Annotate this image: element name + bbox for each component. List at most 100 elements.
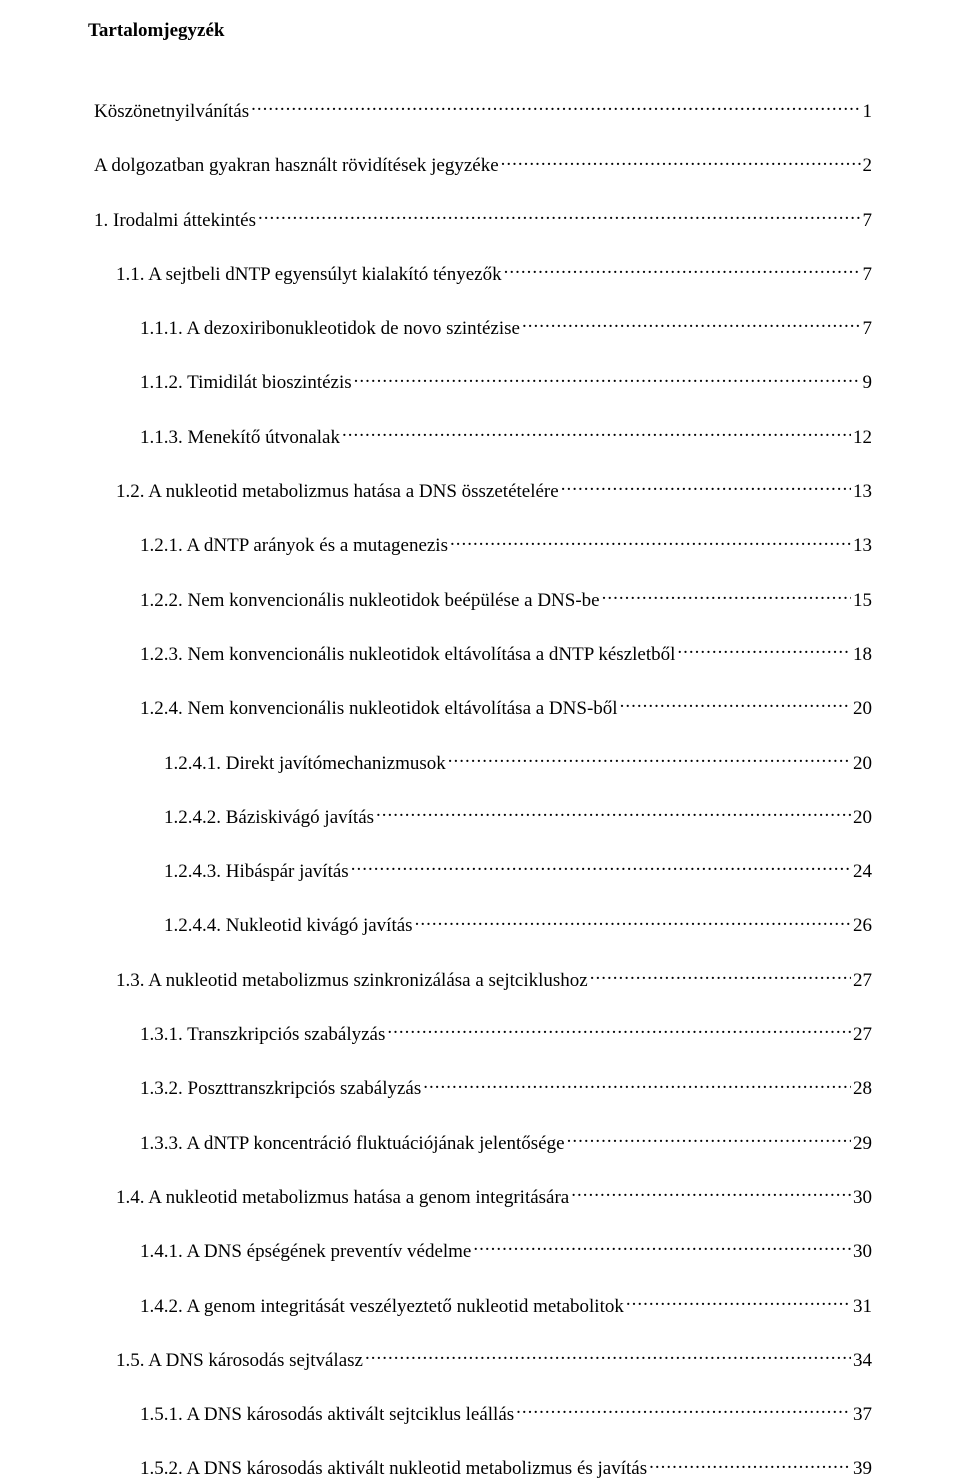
toc-leader-dots — [567, 1130, 851, 1149]
toc-entry-page: 2 — [863, 155, 873, 178]
toc-leader-dots — [571, 1184, 851, 1203]
toc-entry-page: 20 — [853, 753, 872, 776]
toc-leader-dots — [602, 587, 851, 606]
toc-leader-dots — [450, 532, 851, 551]
toc-leader-dots — [522, 315, 861, 334]
toc-entry-page: 13 — [853, 535, 872, 558]
toc-entry: 1.2.4.1. Direkt javítómechanizmusok 20 — [88, 750, 872, 776]
toc-entry: 1.2.4.4. Nukleotid kivágó javítás 26 — [88, 912, 872, 938]
toc-leader-dots — [620, 695, 851, 714]
toc-leader-dots — [677, 641, 851, 660]
toc-entry: 1.2. A nukleotid metabolizmus hatása a D… — [88, 478, 872, 504]
toc-entry-label: A dolgozatban gyakran használt rövidítés… — [94, 155, 499, 178]
toc-entry-label: 1.2.4.3. Hibáspár javítás — [164, 861, 349, 884]
toc-leader-dots — [387, 1021, 851, 1040]
toc-entry: 1.1.2. Timidilát bioszintézis 9 — [88, 369, 872, 395]
toc-leader-dots — [561, 478, 851, 497]
toc-entry-page: 31 — [853, 1296, 872, 1319]
toc-entry-label: 1.2.2. Nem konvencionális nukleotidok be… — [140, 590, 600, 613]
toc-entry-label: 1. Irodalmi áttekintés — [94, 210, 256, 233]
toc-entry: 1.3.2. Poszttranszkripciós szabályzás 28 — [88, 1075, 872, 1101]
toc-entry-label: 1.1.1. A dezoxiribonukleotidok de novo s… — [140, 318, 520, 341]
toc-entry-label: 1.2. A nukleotid metabolizmus hatása a D… — [116, 481, 559, 504]
toc-entry-label: 1.5. A DNS károsodás sejtválasz — [116, 1350, 363, 1373]
toc-entry-page: 30 — [853, 1187, 872, 1210]
toc-entry-page: 7 — [863, 210, 873, 233]
toc-entry: 1.2.4. Nem konvencionális nukleotidok el… — [88, 695, 872, 721]
toc-leader-dots — [649, 1455, 851, 1474]
toc-entry-page: 18 — [853, 644, 872, 667]
toc-entry: 1.1. A sejtbeli dNTP egyensúlyt kialakít… — [88, 261, 872, 287]
toc-entry-label: 1.5.1. A DNS károsodás aktivált sejtcikl… — [140, 1404, 514, 1427]
toc-entry: 1.1.1. A dezoxiribonukleotidok de novo s… — [88, 315, 872, 341]
toc-entry-label: 1.2.4.2. Báziskivágó javítás — [164, 807, 374, 830]
toc-entry-label: 1.3.3. A dNTP koncentráció fluktuációján… — [140, 1133, 565, 1156]
toc-entry: 1.2.2. Nem konvencionális nukleotidok be… — [88, 587, 872, 613]
toc-entry: 1. Irodalmi áttekintés 7 — [88, 207, 872, 233]
toc-leader-dots — [376, 804, 851, 823]
toc-entry: 1.4.2. A genom integritását veszélyeztet… — [88, 1293, 872, 1319]
toc-entry-page: 13 — [853, 481, 872, 504]
toc-entry-page: 27 — [853, 970, 872, 993]
toc-leader-dots — [354, 369, 861, 388]
toc-leader-dots — [626, 1293, 851, 1312]
toc-entry: 1.4. A nukleotid metabolizmus hatása a g… — [88, 1184, 872, 1210]
toc-entry-label: 1.2.1. A dNTP arányok és a mutagenezis — [140, 535, 448, 558]
toc-leader-dots — [258, 207, 861, 226]
toc-leader-dots — [448, 750, 851, 769]
toc-entry: A dolgozatban gyakran használt rövidítés… — [88, 152, 872, 178]
toc-title: Tartalomjegyzék — [88, 20, 872, 42]
toc-entry-label: 1.2.4.4. Nukleotid kivágó javítás — [164, 915, 413, 938]
toc-entry-label: 1.3.1. Transzkripciós szabályzás — [140, 1024, 385, 1047]
toc-entry: 1.2.4.2. Báziskivágó javítás 20 — [88, 804, 872, 830]
toc-leader-dots — [590, 967, 851, 986]
toc-entry-page: 34 — [853, 1350, 872, 1373]
toc-entry-page: 15 — [853, 590, 872, 613]
toc-entry-label: 1.2.3. Nem konvencionális nukleotidok el… — [140, 644, 675, 667]
toc-leader-dots — [423, 1075, 851, 1094]
document-page: Tartalomjegyzék Köszönetnyilvánítás 1 A d… — [0, 0, 960, 1470]
toc-entry-label: 1.2.4. Nem konvencionális nukleotidok el… — [140, 698, 618, 721]
toc-entry: 1.2.1. A dNTP arányok és a mutagenezis 1… — [88, 532, 872, 558]
toc-entry: Köszönetnyilvánítás 1 — [88, 98, 872, 124]
toc-entry-label: 1.1.2. Timidilát bioszintézis — [140, 372, 352, 395]
toc-entry: 1.1.3. Menekítő útvonalak 12 — [88, 424, 872, 450]
toc-leader-dots — [516, 1401, 851, 1420]
toc-entry-page: 20 — [853, 698, 872, 721]
toc-entry-page: 24 — [853, 861, 872, 884]
toc-entry-page: 7 — [863, 318, 873, 341]
toc-leader-dots — [501, 152, 861, 171]
toc-leader-dots — [365, 1347, 851, 1366]
toc-entry-label: Köszönetnyilvánítás — [94, 101, 249, 124]
toc-entry: 1.5. A DNS károsodás sejtválasz 34 — [88, 1347, 872, 1373]
toc-entry-label: 1.4.1. A DNS épségének preventív védelme — [140, 1241, 471, 1264]
toc-list: Köszönetnyilvánítás 1 A dolgozatban gyakr… — [88, 98, 872, 1481]
toc-leader-dots — [415, 912, 851, 931]
toc-entry-page: 29 — [853, 1133, 872, 1156]
toc-entry-label: 1.1.3. Menekítő útvonalak — [140, 427, 340, 450]
toc-entry-label: 1.3.2. Poszttranszkripciós szabályzás — [140, 1078, 421, 1101]
toc-leader-dots — [251, 98, 860, 117]
toc-entry: 1.4.1. A DNS épségének preventív védelme… — [88, 1238, 872, 1264]
toc-entry: 1.5.1. A DNS károsodás aktivált sejtcikl… — [88, 1401, 872, 1427]
toc-entry-page: 1 — [863, 101, 873, 124]
toc-entry-label: 1.4. A nukleotid metabolizmus hatása a g… — [116, 1187, 569, 1210]
toc-entry-page: 30 — [853, 1241, 872, 1264]
toc-leader-dots — [351, 858, 851, 877]
toc-entry: 1.3.3. A dNTP koncentráció fluktuációján… — [88, 1130, 872, 1156]
toc-entry-page: 12 — [853, 427, 872, 450]
toc-entry: 1.3.1. Transzkripciós szabályzás 27 — [88, 1021, 872, 1047]
toc-entry-page: 9 — [863, 372, 873, 395]
toc-entry-page: 7 — [863, 264, 873, 287]
toc-leader-dots — [342, 424, 851, 443]
toc-entry: 1.5.2. A DNS károsodás aktivált nukleoti… — [88, 1455, 872, 1481]
toc-entry-page: 37 — [853, 1404, 872, 1427]
toc-entry-label: 1.1. A sejtbeli dNTP egyensúlyt kialakít… — [116, 264, 502, 287]
toc-entry-label: 1.4.2. A genom integritását veszélyeztet… — [140, 1296, 624, 1319]
toc-leader-dots — [504, 261, 861, 280]
toc-entry: 1.3. A nukleotid metabolizmus szinkroniz… — [88, 967, 872, 993]
toc-entry: 1.2.3. Nem konvencionális nukleotidok el… — [88, 641, 872, 667]
toc-entry-page: 27 — [853, 1024, 872, 1047]
toc-entry-label: 1.2.4.1. Direkt javítómechanizmusok — [164, 753, 446, 776]
toc-entry-page: 20 — [853, 807, 872, 830]
